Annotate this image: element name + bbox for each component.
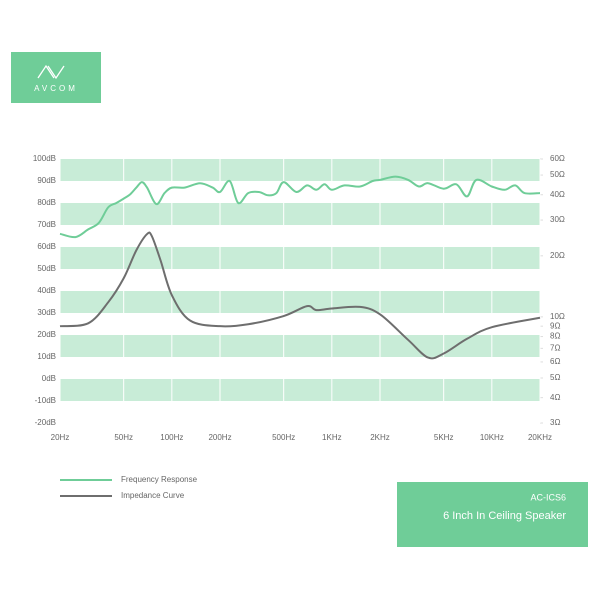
y-tick-label: 100dB	[33, 154, 56, 163]
x-tick-label: 10KHz	[480, 433, 504, 442]
y2-tick-label: 8Ω	[550, 332, 560, 341]
y2-tick-label: 3Ω	[550, 418, 560, 427]
y-tick-label: 40dB	[37, 286, 56, 295]
x-tick-label: 500Hz	[272, 433, 295, 442]
y2-tick-label: 30Ω	[550, 215, 565, 224]
y2-tick-label: 5Ω	[550, 373, 560, 382]
y-tick-label: -20dB	[35, 418, 56, 427]
x-tick-label: 1KHz	[322, 433, 342, 442]
legend-label: Frequency Response	[121, 475, 198, 484]
band	[60, 379, 540, 401]
y-tick-label: 60dB	[37, 242, 56, 251]
y2-tick-label: 7Ω	[550, 343, 560, 352]
y2-tick-label: 40Ω	[550, 190, 565, 199]
product-box	[397, 482, 588, 547]
legend-label: Impedance Curve	[121, 491, 185, 500]
brand: AVCOM	[34, 84, 78, 93]
x-tick-label: 2KHz	[370, 433, 390, 442]
y2-tick-label: 6Ω	[550, 357, 560, 366]
product-name: 6 Inch In Ceiling Speaker	[443, 510, 566, 522]
y2-tick-label: 10Ω	[550, 312, 565, 321]
y-tick-label: 50dB	[37, 264, 56, 273]
band	[60, 203, 540, 225]
y-tick-label: 10dB	[37, 352, 56, 361]
band	[60, 159, 540, 181]
x-tick-label: 5KHz	[434, 433, 454, 442]
y-tick-label: 70dB	[37, 220, 56, 229]
y-tick-label: -10dB	[35, 396, 56, 405]
y2-tick-label: 4Ω	[550, 393, 560, 402]
y-tick-label: 0dB	[42, 374, 56, 383]
band	[60, 291, 540, 313]
y2-tick-label: 9Ω	[550, 321, 560, 330]
plot: 100dB 90dB 80dB 70dB 60dB 50dB 40dB 30dB 20dB 10d…	[33, 154, 565, 500]
x-tick-label: 20KHz	[528, 433, 552, 442]
x-tick-label: 50Hz	[114, 433, 133, 442]
model: AC-ICS6	[530, 492, 566, 502]
logo-mark	[37, 64, 65, 80]
y2-tick-label: 20Ω	[550, 251, 565, 260]
band	[60, 247, 540, 269]
y-tick-label: 80dB	[37, 198, 56, 207]
y-tick-label: 20dB	[37, 330, 56, 339]
x-tick-label: 100Hz	[160, 433, 183, 442]
y-tick-label: 90dB	[37, 176, 56, 185]
x-tick-label: 200Hz	[208, 433, 231, 442]
y2-tick-label: 60Ω	[550, 154, 565, 163]
y-tick-label: 30dB	[37, 308, 56, 317]
y2-tick-label: 50Ω	[550, 170, 565, 179]
x-tick-label: 20Hz	[51, 433, 70, 442]
series-line	[59, 231, 541, 360]
series-line	[59, 175, 541, 239]
